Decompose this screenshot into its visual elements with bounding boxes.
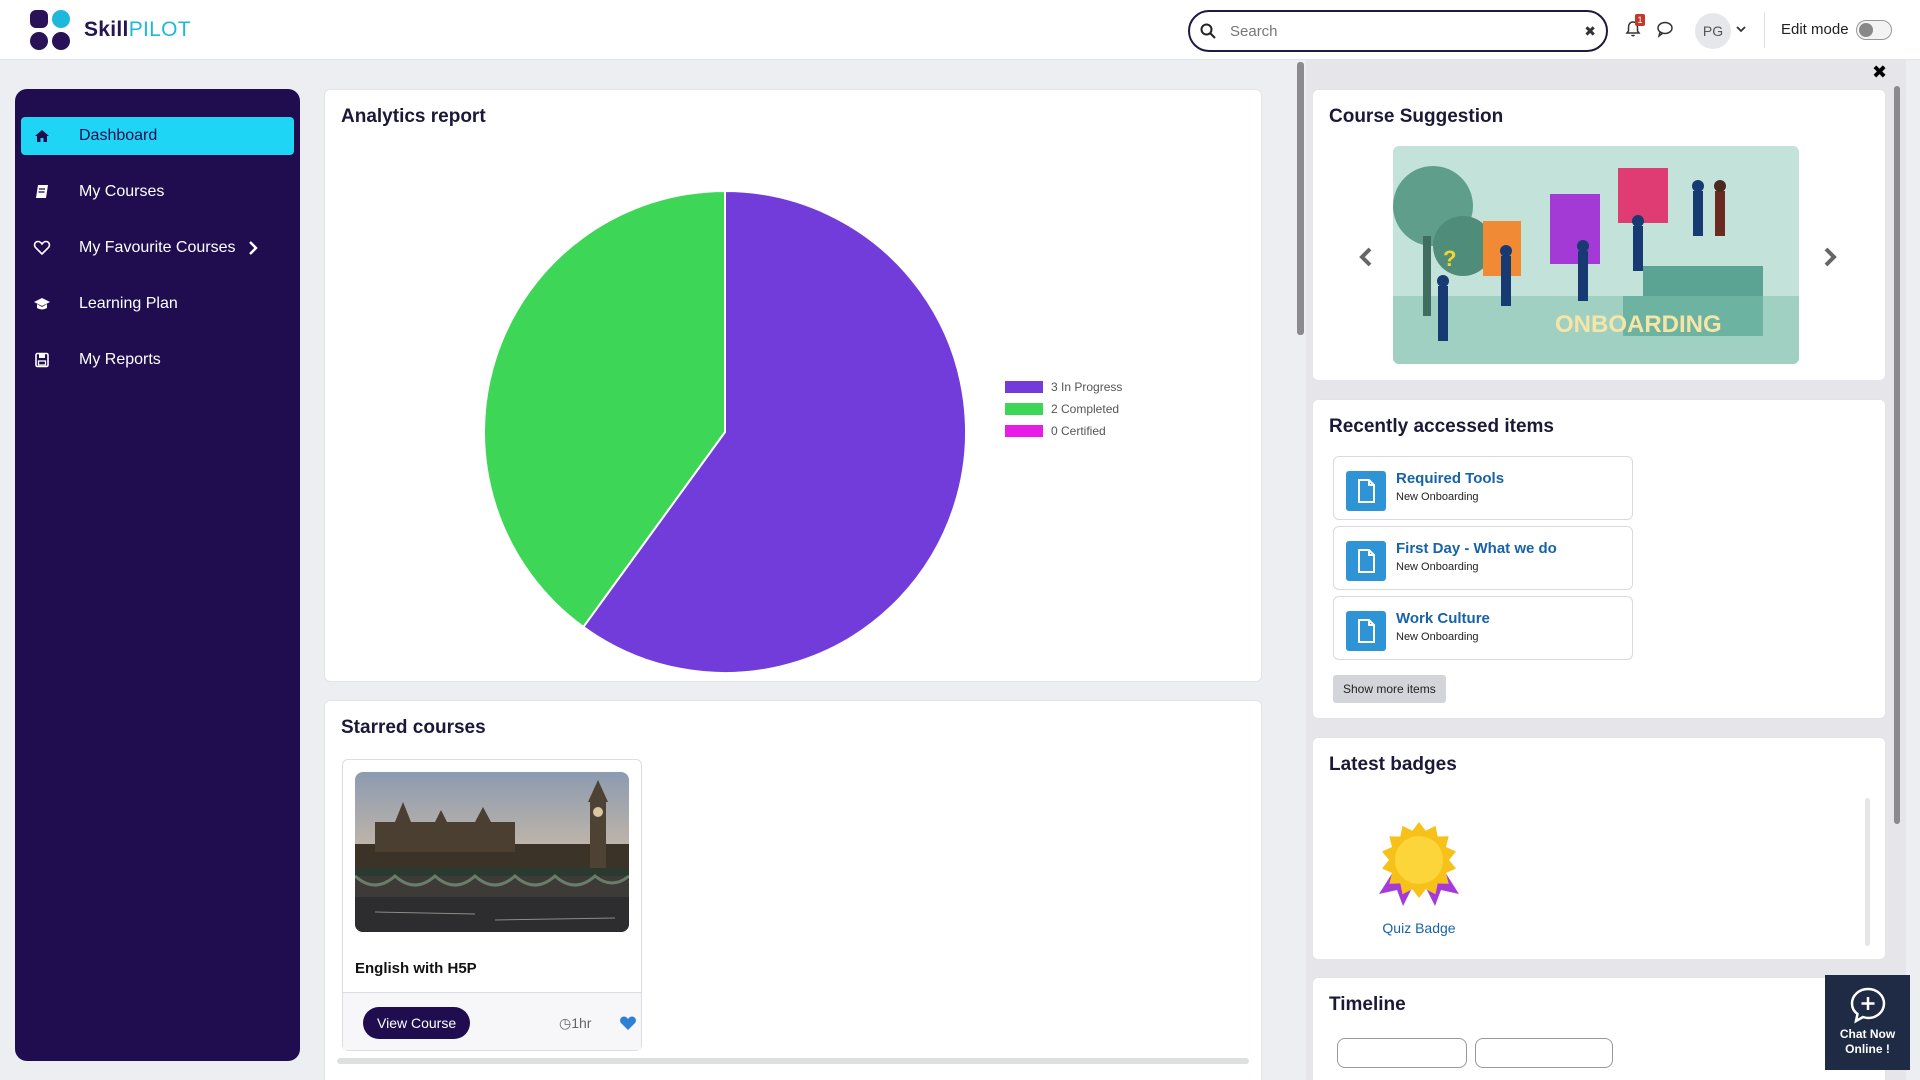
course-suggestion-card: Course Suggestion ? ONBOARDING	[1312, 89, 1886, 381]
course-duration: ◷1hr	[559, 1015, 592, 1031]
sidebar-item-label: My Courses	[79, 183, 165, 200]
timeline-filter-dropdown[interactable]	[1337, 1038, 1467, 1068]
book-icon	[36, 185, 48, 198]
sidebar-item-my-courses[interactable]: My Courses	[21, 173, 294, 211]
timeline-title: Timeline	[1329, 994, 1406, 1015]
course-suggestion-banner[interactable]: ? ONBOARDING	[1393, 146, 1799, 364]
top-bar: SkillPILOT ✖ 1 PG Edit mode	[0, 0, 1920, 60]
course-image	[355, 772, 629, 932]
chat-plus-icon	[1850, 987, 1885, 1024]
chevron-down-icon[interactable]	[1736, 24, 1746, 34]
course-card[interactable]: English with H5P View Course ◷1hr	[342, 759, 642, 1051]
recent-item-subtitle: New Onboarding	[1396, 491, 1479, 503]
badges-scrollbar[interactable]	[1865, 798, 1870, 946]
latest-badges-title: Latest badges	[1329, 754, 1457, 775]
recent-item[interactable]: Work Culture New Onboarding	[1333, 596, 1633, 660]
sidebar: Dashboard My Courses My Favourite Course…	[15, 89, 300, 1061]
chat-online-label: Online !	[1845, 1042, 1890, 1056]
legend-label: 0 Certified	[1051, 424, 1106, 438]
edit-mode-toggle[interactable]	[1856, 20, 1892, 40]
svg-text:?: ?	[1443, 246, 1456, 271]
save-icon	[35, 352, 49, 368]
recently-accessed-title: Recently accessed items	[1329, 416, 1554, 437]
document-icon	[1346, 471, 1386, 511]
messages-button[interactable]	[1656, 20, 1676, 40]
chart-legend: 3 In Progress 2 Completed 0 Certified	[1005, 376, 1122, 442]
notifications-button[interactable]: 1	[1624, 14, 1645, 40]
analytics-title: Analytics report	[341, 106, 486, 127]
home-icon	[35, 130, 49, 142]
speech-bubble-icon	[1657, 21, 1673, 38]
legend-swatch	[1005, 425, 1043, 437]
legend-swatch	[1005, 403, 1043, 415]
horizontal-scrollbar[interactable]	[337, 1058, 1249, 1064]
clear-search-icon[interactable]: ✖	[1584, 22, 1596, 39]
recent-item[interactable]: First Day - What we do New Onboarding	[1333, 526, 1633, 590]
main-scrollbar[interactable]	[1297, 62, 1304, 335]
chevron-right-icon[interactable]	[248, 241, 258, 255]
logo[interactable]: SkillPILOT	[30, 10, 191, 50]
course-title[interactable]: English with H5P	[355, 960, 477, 977]
carousel-prev-icon[interactable]	[1353, 242, 1383, 272]
recently-accessed-card: Recently accessed items Required Tools N…	[1312, 399, 1886, 719]
latest-badges-card: Latest badges Quiz Badge	[1312, 737, 1886, 960]
legend-item[interactable]: 0 Certified	[1005, 420, 1122, 442]
recent-item[interactable]: Required Tools New Onboarding	[1333, 456, 1633, 520]
header-divider	[1764, 12, 1765, 48]
heart-icon[interactable]	[619, 1015, 637, 1031]
sidebar-item-learning-plan[interactable]: Learning Plan	[21, 285, 294, 323]
clock-icon: ◷	[559, 1015, 572, 1031]
pie-slice-in-progress[interactable]	[581, 189, 967, 674]
course-suggestion-title: Course Suggestion	[1329, 106, 1504, 127]
legend-label: 2 Completed	[1051, 402, 1120, 416]
sidebar-item-label: Dashboard	[79, 127, 158, 144]
heart-icon	[33, 240, 51, 256]
timeline-sort-dropdown[interactable]	[1475, 1038, 1613, 1068]
sidebar-item-label: My Favourite Courses	[79, 239, 236, 256]
chat-now-label: Chat Now	[1839, 1027, 1896, 1041]
show-more-items-button[interactable]: Show more items	[1333, 675, 1446, 703]
document-icon	[1346, 611, 1386, 651]
sidebar-item-label: My Reports	[79, 351, 161, 368]
document-icon	[1346, 541, 1386, 581]
analytics-card: Analytics report 3 In Progress 2 Complete…	[324, 89, 1262, 682]
starred-courses-title: Starred courses	[341, 717, 486, 738]
chat-now-button[interactable]: Chat Now Online !	[1825, 975, 1910, 1070]
legend-item[interactable]: 3 In Progress	[1005, 376, 1122, 398]
notification-count-badge: 1	[1635, 14, 1645, 26]
logo-mark-icon	[30, 10, 72, 50]
svg-text:ONBOARDING: ONBOARDING	[1555, 311, 1722, 338]
view-course-button[interactable]: View Course	[363, 1007, 471, 1039]
carousel-next-icon[interactable]	[1813, 242, 1843, 272]
timeline-card: Timeline	[1312, 977, 1886, 1080]
edit-mode-label: Edit mode	[1781, 21, 1849, 38]
badge-name[interactable]: Quiz Badge	[1382, 920, 1456, 936]
recent-item-title: Required Tools	[1396, 470, 1505, 487]
search-input[interactable]	[1230, 22, 1585, 40]
logo-text: SkillPILOT	[84, 18, 191, 41]
sidebar-item-label: Learning Plan	[79, 295, 178, 312]
graduation-cap-icon	[34, 298, 50, 310]
recent-item-subtitle: New Onboarding	[1396, 561, 1479, 573]
search-box: ✖	[1188, 10, 1608, 52]
drawer-scrollbar[interactable]	[1894, 86, 1900, 824]
recent-item-title: First Day - What we do	[1396, 540, 1557, 557]
badge-medal-icon[interactable]	[1371, 816, 1467, 912]
analytics-pie-chart	[483, 189, 967, 674]
search-icon	[1200, 23, 1216, 39]
legend-label: 3 In Progress	[1051, 380, 1123, 394]
sidebar-item-my-reports[interactable]: My Reports	[21, 341, 294, 379]
user-avatar[interactable]: PG	[1695, 13, 1731, 49]
pie-slice-completed[interactable]	[483, 189, 726, 629]
recent-item-subtitle: New Onboarding	[1396, 631, 1479, 643]
recent-item-title: Work Culture	[1396, 610, 1490, 627]
close-drawer-icon[interactable]: ✖	[1872, 62, 1888, 82]
starred-courses-card: Starred courses	[324, 700, 1262, 1080]
legend-item[interactable]: 2 Completed	[1005, 398, 1122, 420]
legend-swatch	[1005, 381, 1043, 393]
course-card-footer: View Course ◷1hr	[343, 992, 641, 1050]
sidebar-item-dashboard[interactable]: Dashboard	[21, 117, 294, 155]
sidebar-item-favourite-courses[interactable]: My Favourite Courses	[21, 229, 294, 267]
